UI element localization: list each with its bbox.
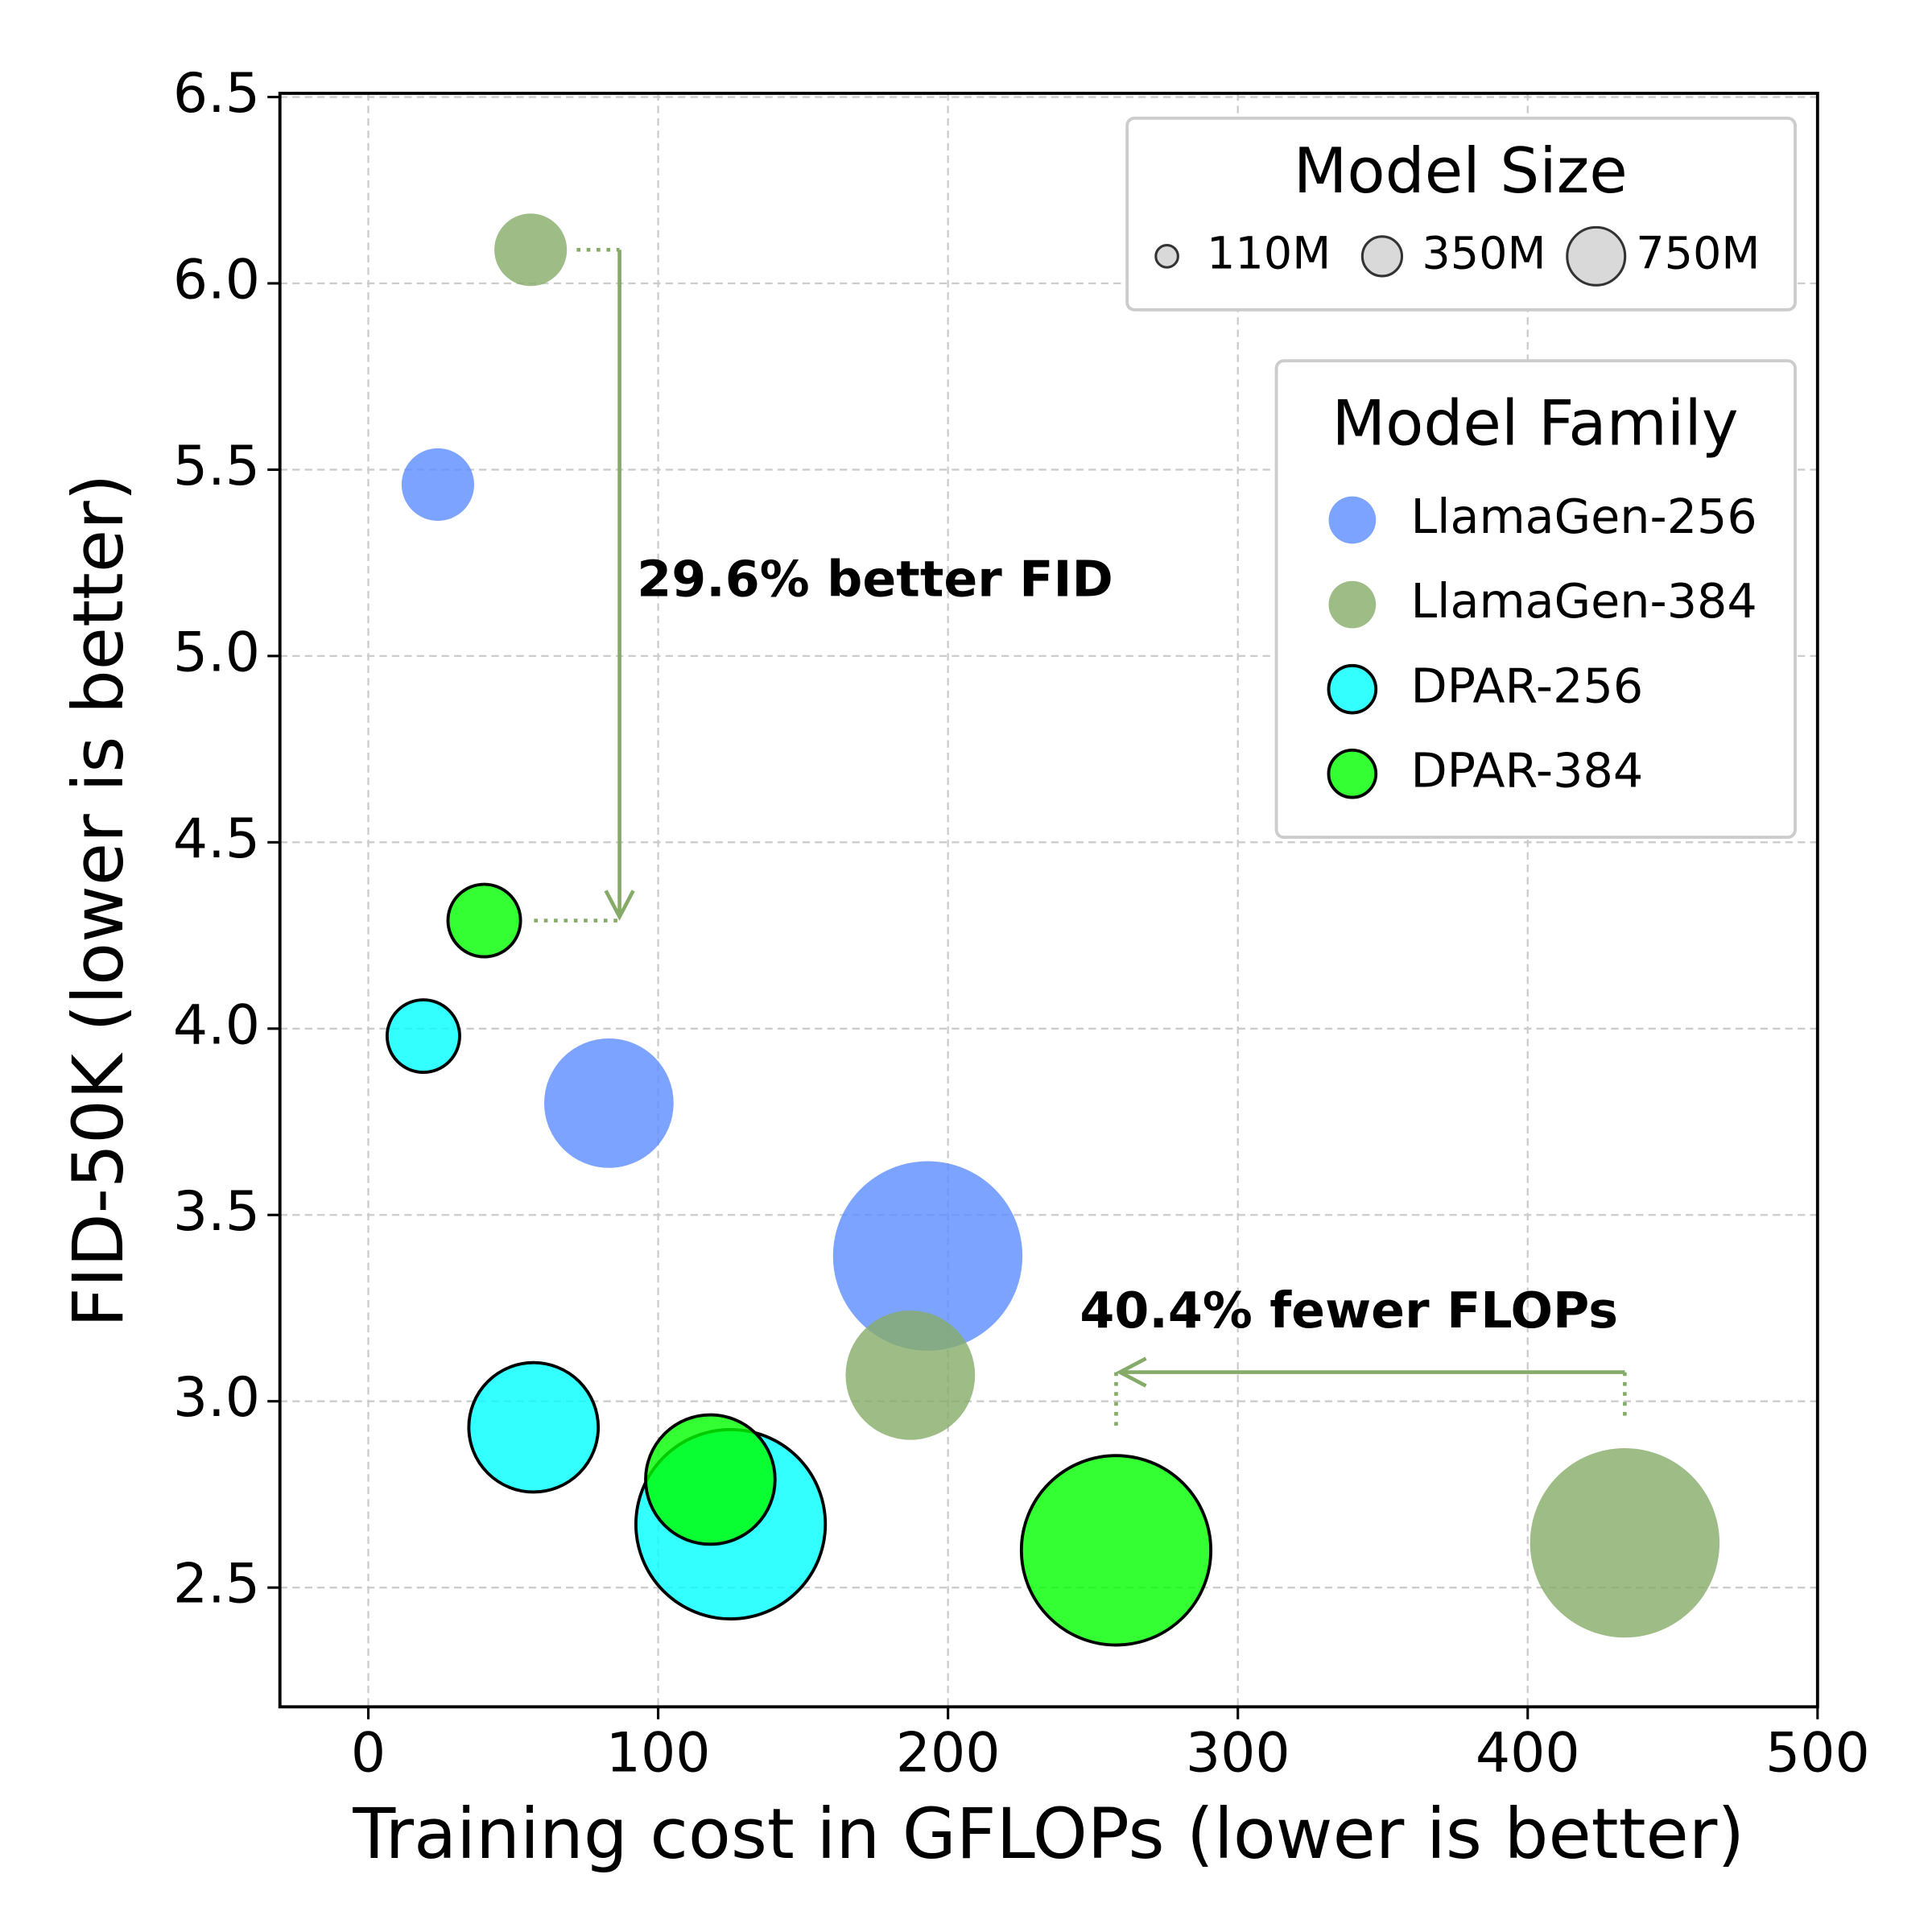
- legend-label: DPAR-256: [1410, 658, 1643, 713]
- y-tick-label: 5.0: [173, 621, 260, 684]
- bubble: [467, 1360, 601, 1494]
- legend-label: LlamaGen-384: [1410, 573, 1757, 629]
- legend-label: LlamaGen-256: [1410, 489, 1757, 544]
- annotation-text: 29.6% better FID: [637, 550, 1113, 608]
- y-tick-label: 3.5: [173, 1180, 260, 1244]
- legend-marker: [1327, 748, 1378, 799]
- size-legend-label: 350M: [1422, 227, 1546, 279]
- size-legend-box: [1125, 116, 1797, 312]
- bubble: [845, 1310, 976, 1440]
- y-tick-label: 2.5: [173, 1553, 260, 1616]
- marks: [385, 213, 1720, 1647]
- size-legend-marker: [1154, 244, 1179, 269]
- bubble: [1530, 1447, 1720, 1638]
- x-tick-label: 400: [1476, 1722, 1580, 1785]
- bubble: [446, 882, 522, 959]
- y-tick-label: 6.0: [173, 249, 260, 312]
- y-tick-label: 4.5: [173, 807, 260, 871]
- legend-marker: [1327, 663, 1378, 715]
- x-axis-label: Training cost in GFLOPs (lower is better…: [352, 1794, 1744, 1875]
- y-tick-label: 6.5: [173, 62, 260, 126]
- bubble: [385, 998, 461, 1075]
- legend-marker: [1328, 580, 1377, 629]
- bubble: [644, 1413, 777, 1546]
- bubble: [401, 448, 475, 522]
- size-legend-label: 750M: [1636, 227, 1760, 279]
- size-legend-title: Model Size: [1294, 135, 1628, 208]
- plot-frame: [278, 91, 1819, 1709]
- y-tick-label: 5.5: [173, 435, 260, 498]
- size-legend-label: 110M: [1207, 227, 1331, 279]
- legend-marker: [1328, 496, 1377, 544]
- y-axis-label: FID-50K (lower is better): [59, 474, 139, 1328]
- bubble: [494, 213, 568, 287]
- x-tick-label: 0: [351, 1722, 386, 1785]
- bubble: [832, 1161, 1023, 1351]
- y-tick-label: 4.0: [173, 993, 260, 1057]
- bubble: [544, 1038, 674, 1168]
- size-legend-marker: [1566, 225, 1627, 287]
- size-legend-marker: [1360, 235, 1404, 278]
- arrow-head: [604, 890, 635, 921]
- x-tick-label: 300: [1186, 1722, 1290, 1785]
- annotation-text: 40.4% fewer FLOPs: [1080, 1282, 1618, 1340]
- x-tick-label: 200: [896, 1722, 1001, 1785]
- family-legend-box: [1274, 359, 1797, 839]
- legend-label: DPAR-384: [1410, 742, 1643, 798]
- arrow-head: [1116, 1356, 1147, 1388]
- annotations: 29.6% better FID 40.4% fewer FLOPs: [534, 248, 1627, 1431]
- bubble: [1019, 1454, 1213, 1647]
- x-tick-label: 100: [606, 1722, 711, 1785]
- family-legend-title: Model Family: [1331, 388, 1738, 460]
- x-tick-label: 500: [1765, 1722, 1870, 1785]
- y-tick-label: 3.0: [173, 1366, 260, 1430]
